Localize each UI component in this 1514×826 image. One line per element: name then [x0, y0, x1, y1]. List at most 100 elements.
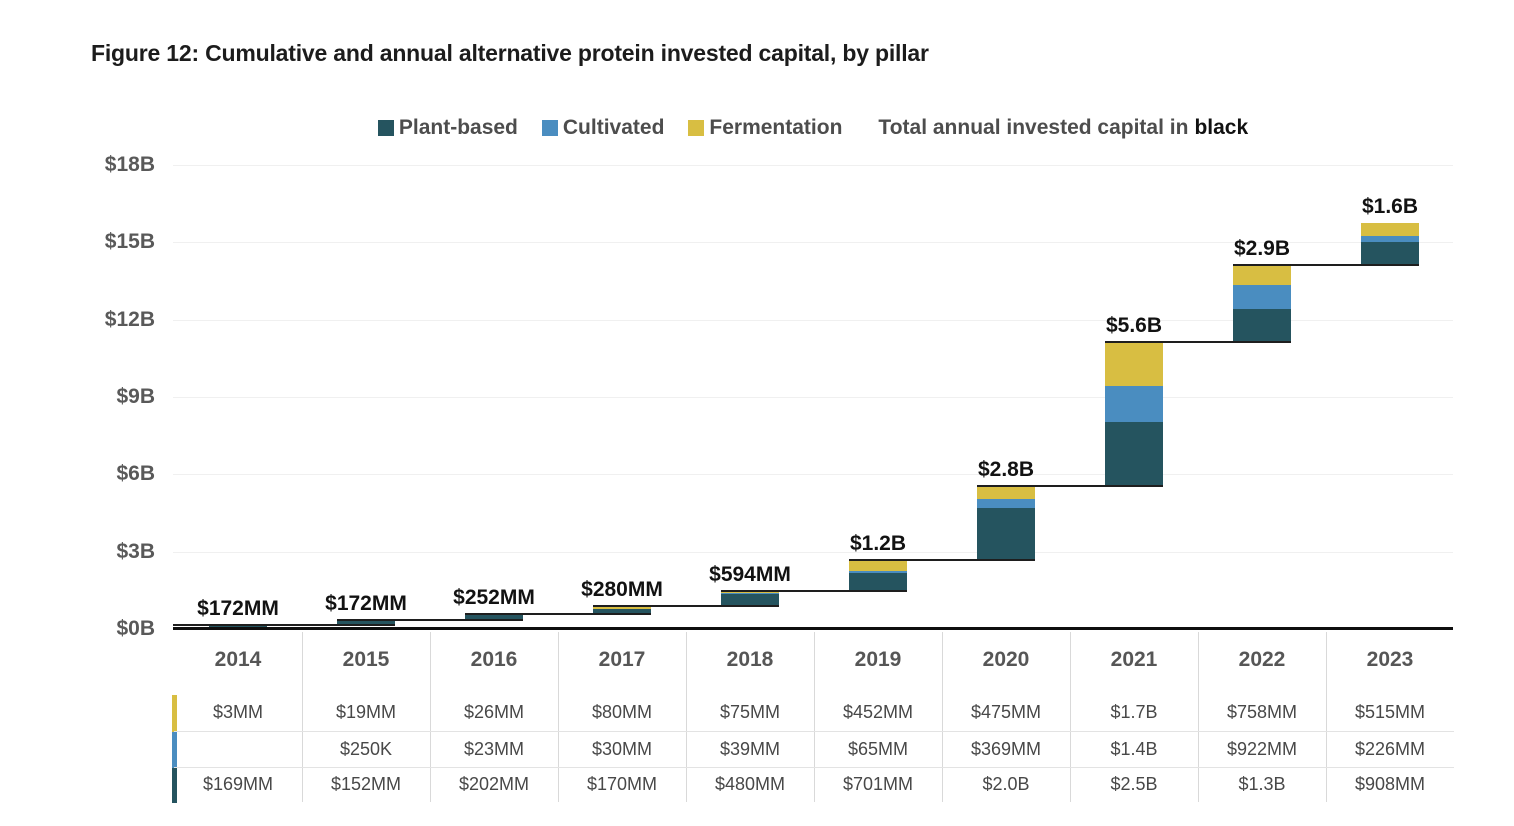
bar-segment-fermentation-2021	[1105, 342, 1163, 386]
table-cell-cultivated-2020: $369MM	[970, 739, 1042, 759]
cumulative-connector-line	[721, 590, 907, 592]
bar-segment-plant-based-2020	[977, 508, 1035, 560]
table-cell-plant-based-2019: $701MM	[842, 774, 914, 794]
cumulative-connector-line	[465, 613, 651, 615]
table-column-separator	[558, 632, 559, 802]
legend-item-cultivated: Cultivated	[541, 116, 665, 140]
table-cell-fermentation-2019: $452MM	[842, 702, 914, 722]
table-cell-fermentation-2021: $1.7B	[1110, 702, 1158, 722]
bar-segment-cultivated-2019	[849, 571, 907, 573]
table-cell-plant-based-2018: $480MM	[714, 774, 786, 794]
bar-segment-cultivated-2023	[1361, 236, 1419, 242]
year-label: 2023	[1366, 648, 1414, 671]
table-cell-fermentation-2020: $475MM	[970, 702, 1042, 722]
table-row-indicator-fermentation	[172, 695, 177, 732]
legend-total-note: Total annual invested capital in black	[878, 116, 1248, 140]
table-cell-fermentation-2018: $75MM	[719, 702, 781, 722]
table-cell-plant-based-2020: $2.0B	[982, 774, 1030, 794]
table-cell-plant-based-2017: $170MM	[586, 774, 658, 794]
table-cell-plant-based-2022: $1.3B	[1238, 774, 1286, 794]
legend-label: Plant-based	[398, 116, 518, 139]
table-column-separator	[430, 632, 431, 802]
table-cell-cultivated-2015: $250K	[339, 739, 393, 759]
gridline	[173, 320, 1453, 321]
annual-total-label: $5.6B	[1105, 314, 1163, 337]
table-cell-cultivated-2019: $65MM	[847, 739, 909, 759]
annual-total-label: $172MM	[197, 597, 279, 620]
table-cell-cultivated-2016: $23MM	[463, 739, 525, 759]
bar-segment-plant-based-2017	[593, 609, 651, 614]
gridline	[173, 165, 1453, 166]
table-column-separator	[814, 632, 815, 802]
table-cell-cultivated-2023: $226MM	[1354, 739, 1426, 759]
bar-segment-plant-based-2015	[337, 621, 395, 625]
fermentation-swatch-icon	[688, 120, 705, 136]
table-column-separator	[686, 632, 687, 802]
gridline	[173, 552, 1453, 553]
year-label: 2018	[726, 648, 774, 671]
annual-total-label: $2.8B	[977, 458, 1035, 481]
year-label: 2015	[342, 648, 390, 671]
table-cell-fermentation-2016: $26MM	[463, 702, 525, 722]
bar-segment-cultivated-2022	[1233, 285, 1291, 309]
legend-label: Fermentation	[709, 116, 843, 139]
bar-segment-plant-based-2019	[849, 573, 907, 591]
cultivated-swatch-icon	[541, 120, 558, 136]
bar-segment-cultivated-2020	[977, 499, 1035, 508]
cumulative-connector-line	[173, 624, 395, 626]
table-cell-plant-based-2015: $152MM	[330, 774, 402, 794]
bar-segment-cultivated-2018	[721, 593, 779, 594]
bar-segment-fermentation-2022	[1233, 265, 1291, 285]
table-cell-fermentation-2015: $19MM	[335, 702, 397, 722]
annual-total-label: $172MM	[325, 592, 407, 615]
year-label: 2017	[598, 648, 646, 671]
bar-segment-cultivated-2021	[1105, 386, 1163, 422]
year-label: 2022	[1238, 648, 1286, 671]
legend-item-fermentation: Fermentation	[688, 116, 842, 140]
table-cell-plant-based-2021: $2.5B	[1110, 774, 1158, 794]
table-cell-cultivated-2018: $39MM	[719, 739, 781, 759]
cumulative-connector-line	[337, 619, 523, 621]
table-cell-cultivated-2021: $1.4B	[1110, 739, 1158, 759]
table-cell-cultivated-2017: $30MM	[591, 739, 653, 759]
table-column-separator	[942, 632, 943, 802]
cumulative-connector-line	[1233, 264, 1419, 266]
annual-total-label: $594MM	[709, 563, 791, 586]
table-row-indicator-cultivated	[172, 732, 177, 768]
table-cell-plant-based-2023: $908MM	[1354, 774, 1426, 794]
legend-item-plant-based: Plant-based	[377, 116, 518, 140]
table-cell-cultivated-2022: $922MM	[1226, 739, 1298, 759]
table-cell-fermentation-2017: $80MM	[591, 702, 653, 722]
bar-segment-plant-based-2018	[721, 594, 779, 606]
year-label: 2019	[854, 648, 902, 671]
table-column-separator	[302, 632, 303, 802]
y-axis-tick-label: $0B	[116, 617, 155, 640]
cumulative-connector-line	[593, 605, 779, 607]
y-axis-tick-label: $18B	[104, 153, 155, 176]
bar-segment-plant-based-2021	[1105, 422, 1163, 486]
gridline	[173, 242, 1453, 243]
table-column-separator	[1198, 632, 1199, 802]
cumulative-connector-line	[977, 485, 1163, 487]
legend-label: Cultivated	[562, 116, 665, 139]
annual-total-label: $1.6B	[1361, 195, 1419, 218]
legend-total-note-text: Total annual invested capital in	[878, 116, 1189, 139]
gridline	[173, 397, 1453, 398]
table-cell-fermentation-2014: $3MM	[212, 702, 263, 722]
table-column-separator	[1070, 632, 1071, 802]
bar-segment-plant-based-2023	[1361, 242, 1419, 265]
x-axis-baseline	[173, 627, 1453, 630]
table-column-separator	[1326, 632, 1327, 802]
annual-total-label: $2.9B	[1233, 237, 1291, 260]
gridline	[173, 474, 1453, 475]
bar-segment-fermentation-2023	[1361, 223, 1419, 236]
figure-title: Figure 12: Cumulative and annual alterna…	[91, 40, 929, 66]
year-label: 2021	[1110, 648, 1158, 671]
y-axis-tick-label: $3B	[116, 540, 155, 563]
y-axis-tick-label: $6B	[116, 462, 155, 485]
plant-based-swatch-icon	[377, 120, 394, 136]
bar-segment-plant-based-2016	[465, 615, 523, 620]
cumulative-connector-line	[849, 559, 1035, 561]
year-label: 2014	[214, 648, 262, 671]
